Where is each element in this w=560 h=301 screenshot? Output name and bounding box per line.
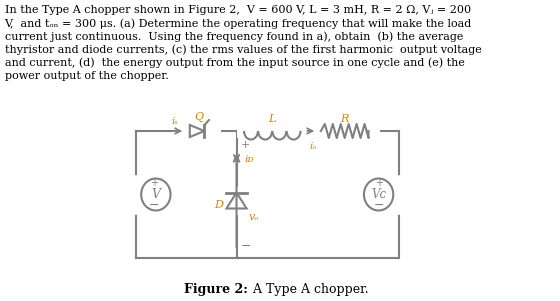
Text: Vᴄ: Vᴄ: [371, 188, 386, 201]
Text: +: +: [150, 178, 158, 188]
Polygon shape: [190, 125, 204, 137]
Text: R: R: [340, 114, 349, 124]
Text: thyristor and diode currents, (c) the rms values of the first harmonic  output v: thyristor and diode currents, (c) the rm…: [4, 45, 482, 55]
Text: iᴅ: iᴅ: [245, 156, 254, 165]
Circle shape: [364, 178, 393, 210]
Text: In the Type A chopper shown in Figure 2,  V = 600 V, L = 3 mH, R = 2 Ω, Vⱼ = 200: In the Type A chopper shown in Figure 2,…: [4, 5, 471, 15]
Text: V,  and tₒₙ = 300 μs. (a) Determine the operating frequency that will make the l: V, and tₒₙ = 300 μs. (a) Determine the o…: [4, 18, 472, 29]
Text: −: −: [149, 199, 159, 212]
Text: iₒ: iₒ: [310, 142, 317, 151]
Text: −: −: [374, 199, 384, 212]
Circle shape: [141, 178, 170, 210]
Text: Figure 2:: Figure 2:: [184, 283, 248, 296]
Text: L: L: [269, 114, 276, 124]
Text: +: +: [241, 140, 250, 150]
Text: and current, (d)  the energy output from the input source in one cycle and (e) t: and current, (d) the energy output from …: [4, 58, 464, 68]
Text: −: −: [241, 240, 251, 253]
Text: vₒ: vₒ: [249, 212, 259, 222]
Text: V: V: [151, 188, 160, 201]
Text: A Type A chopper.: A Type A chopper.: [249, 283, 369, 296]
Text: current just continuous.  Using the frequency found in a), obtain  (b) the avera: current just continuous. Using the frequ…: [4, 31, 463, 42]
Text: iₛ: iₛ: [172, 117, 179, 126]
Text: Q: Q: [194, 112, 203, 122]
Text: power output of the chopper.: power output of the chopper.: [4, 71, 169, 81]
Text: +: +: [375, 178, 382, 188]
Polygon shape: [226, 193, 246, 209]
Text: D: D: [214, 200, 223, 209]
